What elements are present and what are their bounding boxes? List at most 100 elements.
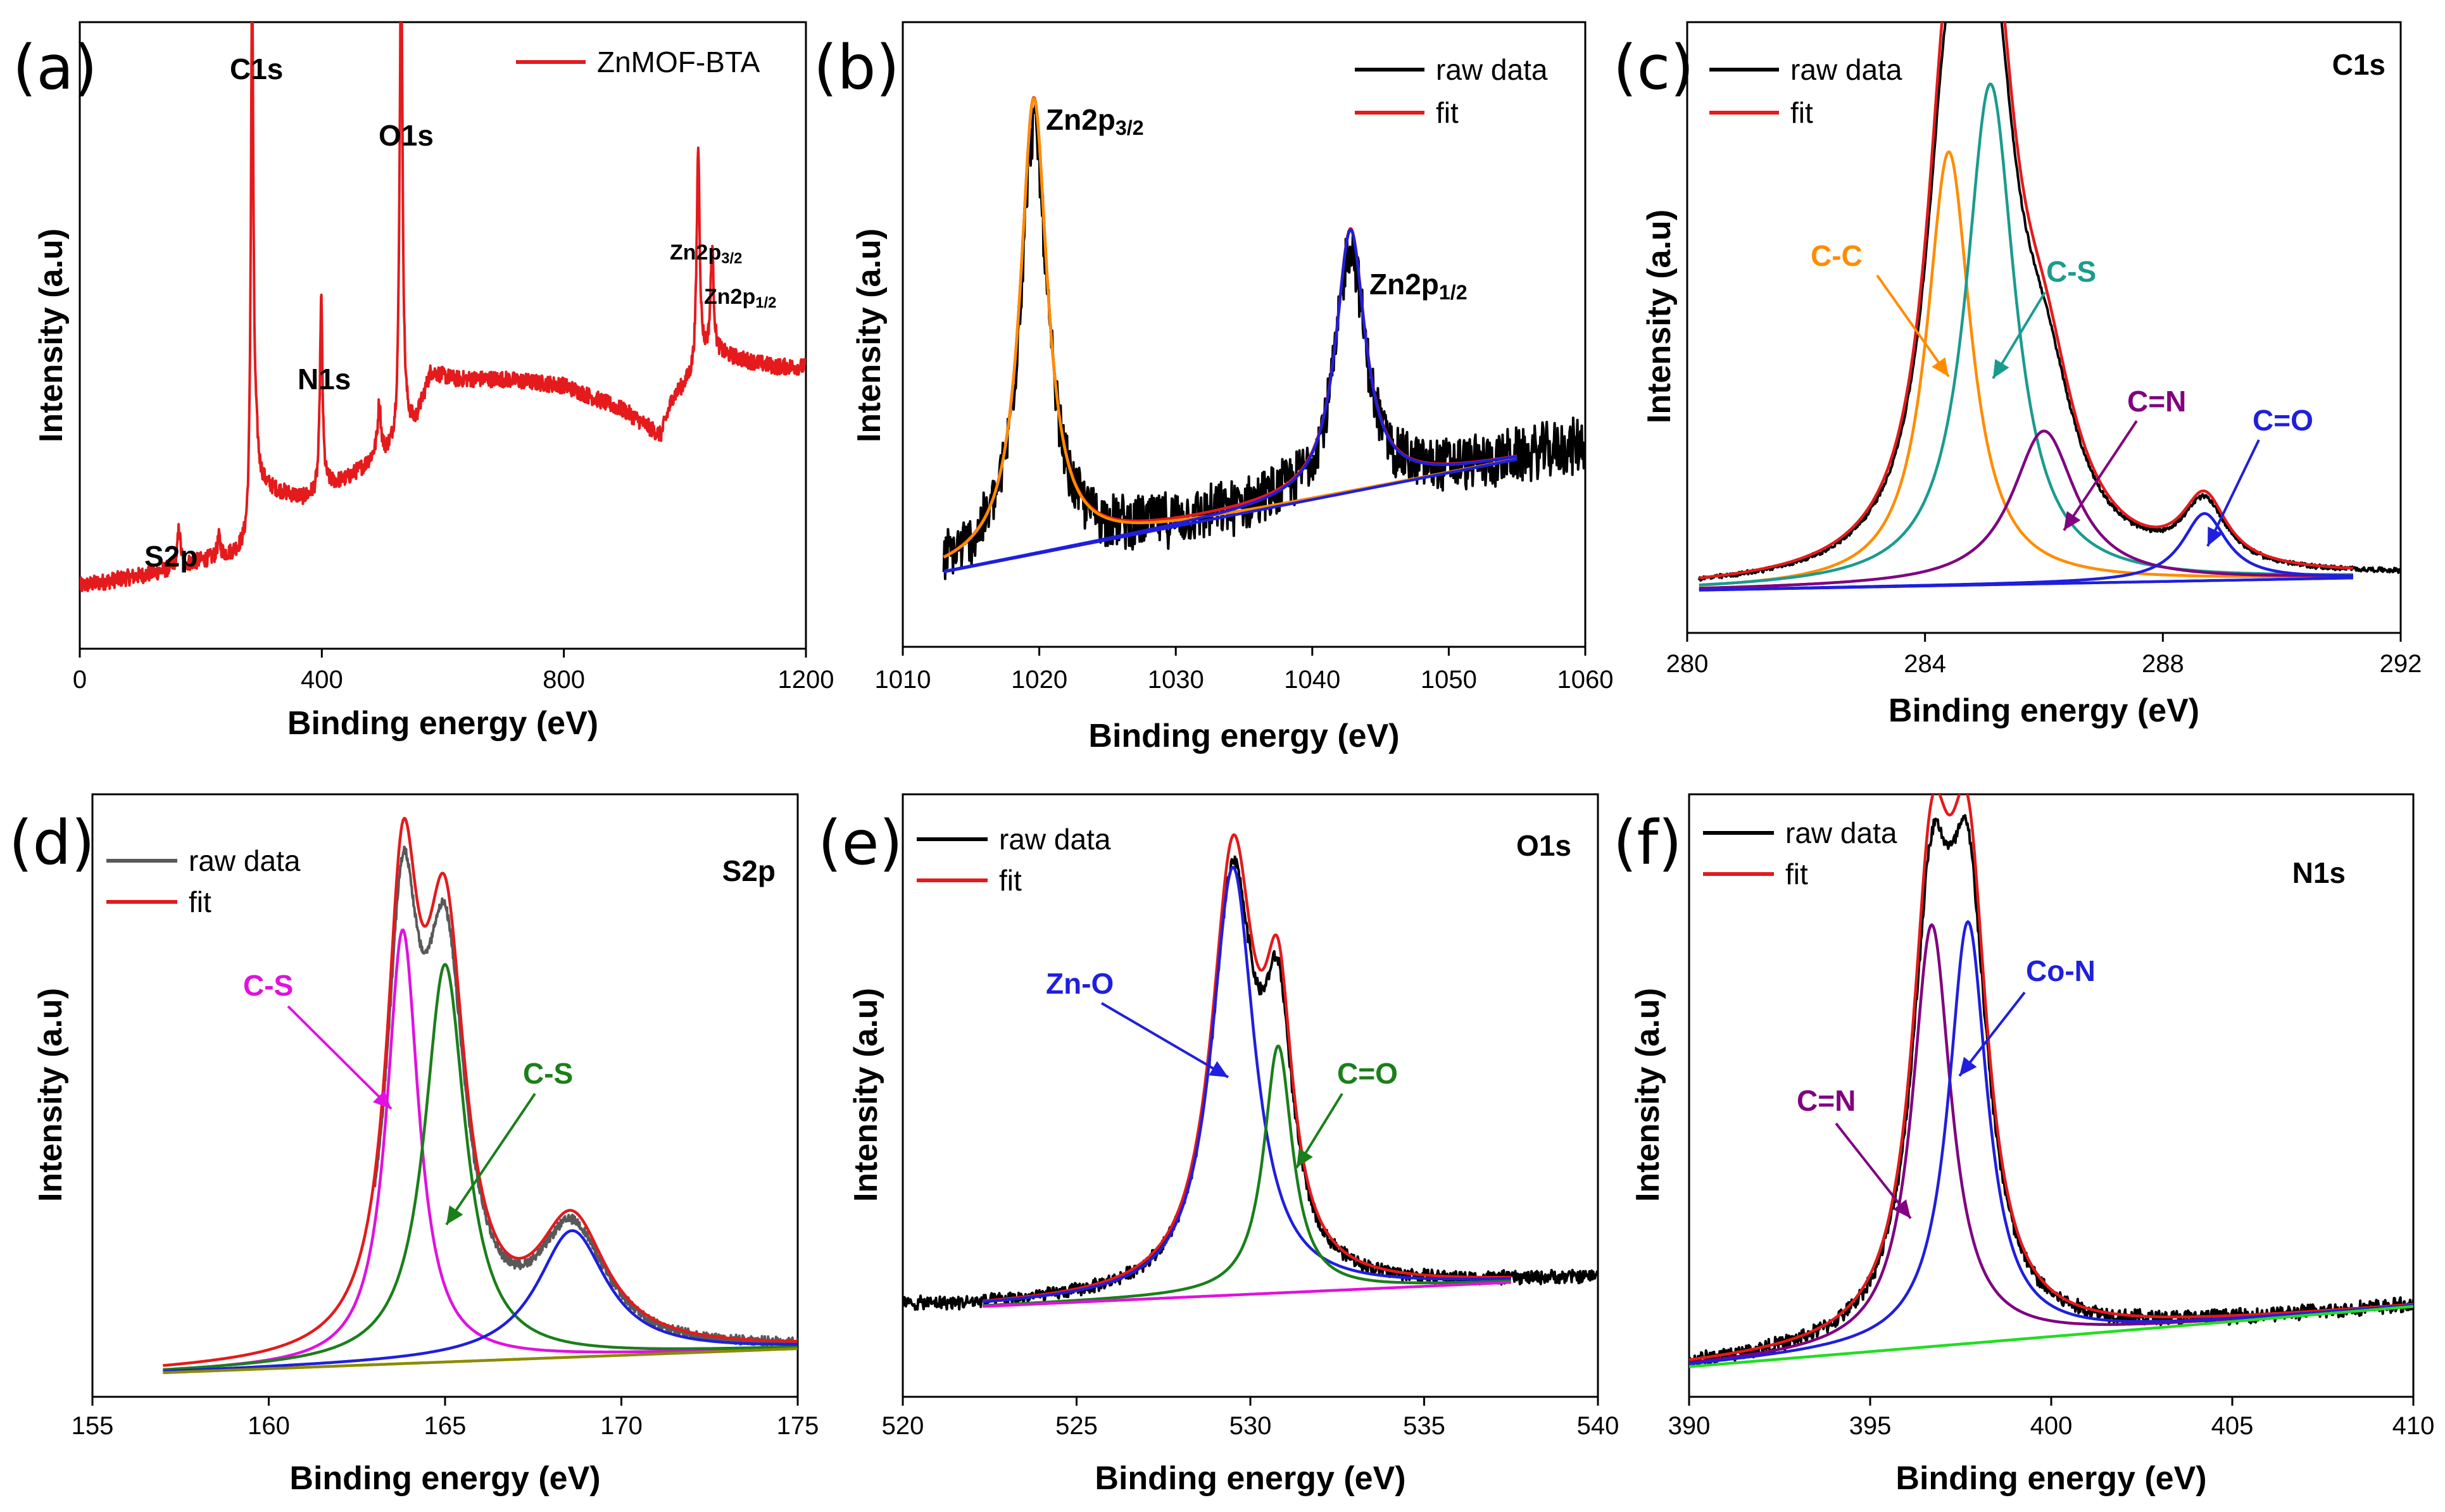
x-tick-label: 160: [248, 1412, 290, 1440]
legend-label: raw data: [999, 823, 1111, 856]
panel-letter: (a): [13, 32, 97, 103]
series-c-s-line: [1699, 82, 2354, 587]
legend-label: fit: [189, 885, 211, 918]
plot-frame: [902, 21, 1587, 648]
annotation-arrow-line: [2063, 420, 2138, 532]
x-tick-label: 1040: [1284, 666, 1340, 694]
series-fit-line: [162, 816, 798, 1367]
x-tick-label: 540: [1577, 1412, 1619, 1440]
panel-letter: (b): [814, 32, 900, 103]
x-tick-label: 395: [1849, 1412, 1892, 1440]
x-tick-label: 280: [1666, 650, 1709, 678]
x-tick-label: 284: [1904, 650, 1946, 678]
panel-title: N1s: [2292, 856, 2346, 889]
x-tick-label: 1010: [875, 666, 931, 694]
series-fit-line: [982, 833, 1512, 1303]
y-axis-title: Intensity (a.u): [32, 988, 69, 1202]
panel-letter: (c): [1613, 32, 1694, 103]
series-background-line: [1689, 1304, 2413, 1368]
panel-b: 1010 1020 1030 1040 1050 1060 Binding energy (…: [814, 21, 1613, 754]
series-background-line: [982, 1280, 1512, 1308]
legend-label: fit: [1790, 96, 1813, 129]
peak-annotation: C-S: [2046, 255, 2096, 288]
annotation-arrow-head: [372, 1090, 391, 1109]
annotation-arrow-head: [2064, 511, 2081, 530]
panel-e: 520 525 530 535 540 Binding energy (eV) Intens…: [818, 793, 1619, 1497]
annotation-arrow-head: [1993, 359, 2009, 378]
series-raw-data-line: [373, 846, 798, 1347]
x-axis-title: Binding energy (eV): [1088, 718, 1399, 754]
legend-label: fit: [1785, 858, 1808, 890]
x-tick-label: 155: [72, 1412, 114, 1440]
x-tick-label: 165: [424, 1412, 467, 1440]
annotation-arrow-head: [2208, 527, 2223, 546]
peak-annotation: C1s: [230, 53, 283, 85]
panel-c: 280 284 288 292 Binding energy (eV) Intensity…: [1613, 21, 2422, 729]
annotation-arrow-line: [1876, 274, 1950, 378]
annotation-arrow-head: [1932, 357, 1949, 377]
legend-label: ZnMOF-BTA: [597, 46, 760, 78]
annotation-arrow-head: [1893, 1199, 1911, 1218]
annotation-arrow-line: [1100, 1002, 1229, 1078]
x-tick-label: 530: [1229, 1412, 1272, 1440]
y-axis-title: Intensity (a.u): [1641, 209, 1678, 423]
peak-annotation: C-S: [523, 1057, 573, 1090]
peak-annotation: C-S: [243, 969, 293, 1002]
x-tick-label: 410: [2392, 1412, 2435, 1440]
series-background-line: [162, 1347, 798, 1375]
plot-frame: [79, 21, 807, 650]
x-tick-label: 288: [2142, 650, 2184, 678]
series-fit-line: [1699, 22, 2354, 580]
x-axis-title: Binding energy (eV): [1895, 1460, 2206, 1497]
x-tick-label: 1200: [778, 666, 834, 694]
annotation-arrow-line: [287, 1005, 393, 1110]
peak-annotation: Zn2p3/2: [670, 241, 742, 267]
x-tick-label: 1050: [1421, 666, 1477, 694]
x-axis-title: Binding energy (eV): [1095, 1460, 1405, 1497]
x-tick-label: 535: [1403, 1412, 1445, 1440]
y-axis-title: Intensity (a.u): [33, 228, 70, 442]
panel-title: S2p: [722, 854, 776, 887]
peak-annotation: Co-N: [2026, 954, 2096, 987]
panel-title: O1s: [1516, 829, 1571, 862]
y-axis-title: Intensity (a.u): [1630, 988, 1666, 1202]
peak-annotation: C=N: [2127, 385, 2186, 418]
peak-annotation: Zn2p3/2: [1046, 103, 1144, 139]
series-c-c-line: [1699, 150, 2354, 587]
peak-annotation: Zn2p1/2: [1369, 268, 1468, 304]
panel-f: 390 395 400 405 410 Binding energy (eV) Intens…: [1613, 793, 2435, 1497]
panel-letter: (d): [9, 808, 95, 878]
annotation-arrow-line: [445, 1092, 536, 1226]
annotation-arrow-line: [1835, 1122, 1912, 1220]
panel-title: C1s: [2332, 48, 2385, 81]
legend-label: raw data: [1436, 53, 1548, 86]
legend-label: fit: [999, 864, 1022, 897]
panel-a: 0 400 800 1200 Binding energy (eV) Intensity …: [13, 21, 834, 742]
panel-d: 155 160 165 170 175 Binding energy (eV) Intens…: [9, 793, 819, 1497]
x-axis-title: Binding energy (eV): [287, 705, 598, 742]
series-background-line: [1699, 576, 2354, 592]
x-tick-label: 525: [1055, 1412, 1098, 1440]
x-tick-label: 1030: [1148, 666, 1204, 694]
x-axis-title: Binding energy (eV): [1889, 692, 2199, 729]
series-c-n-line: [1699, 429, 2354, 590]
series-znmof-bta-line: [80, 22, 806, 592]
series-raw-data-line: [1697, 22, 2401, 582]
x-tick-label: 520: [882, 1412, 924, 1440]
series-background-line: [943, 458, 1518, 573]
annotation-arrow-head: [1209, 1061, 1228, 1077]
peak-annotation: C=O: [2253, 404, 2313, 437]
series-c-n-line: [1689, 923, 2413, 1365]
x-tick-label: 0: [73, 666, 87, 694]
x-tick-label: 400: [301, 666, 343, 694]
plot-frame: [1686, 21, 2402, 634]
peak-annotation: C=O: [1337, 1057, 1398, 1090]
series-c-o-line: [982, 1044, 1512, 1308]
peak-annotation: O1s: [379, 119, 434, 152]
legend-label: raw data: [189, 844, 301, 877]
series-co-n-line: [1689, 920, 2413, 1365]
peak-annotation: Zn-O: [1046, 967, 1114, 1000]
peak-annotation: C-C: [1811, 239, 1863, 272]
x-tick-label: 400: [2030, 1412, 2073, 1440]
